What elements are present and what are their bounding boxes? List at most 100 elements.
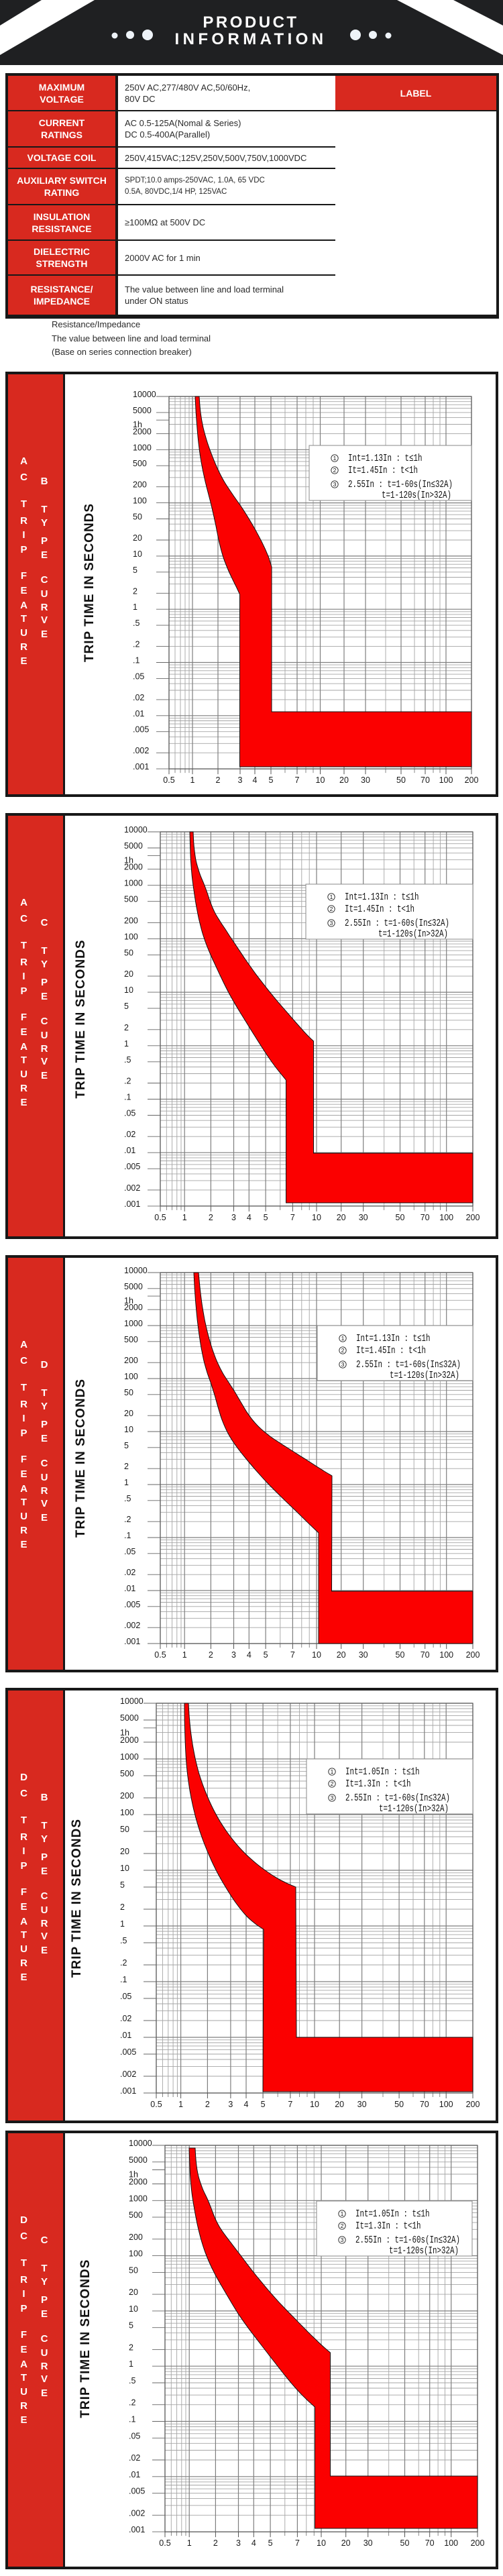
svg-text:Y: Y (41, 517, 48, 529)
svg-text:C: C (41, 917, 48, 928)
svg-text:E: E (41, 2308, 48, 2320)
svg-text:A: A (20, 1339, 27, 1350)
svg-text:U: U (41, 1030, 48, 1041)
svg-text:V: V (41, 614, 48, 626)
svg-text:5: 5 (124, 1002, 129, 1011)
svg-text:3: 3 (341, 2237, 344, 2243)
svg-text:U: U (20, 1069, 27, 1080)
svg-text:Int=1.05In : t≤1h: Int=1.05In : t≤1h (355, 2208, 430, 2220)
svg-text:1: 1 (133, 602, 137, 612)
svg-text:P: P (20, 544, 27, 555)
svg-text:10: 10 (312, 1213, 321, 1222)
svg-text:C: C (20, 1355, 27, 1366)
svg-text:4: 4 (247, 1213, 252, 1222)
svg-text:E: E (41, 1866, 48, 1877)
svg-text:7: 7 (288, 2100, 292, 2109)
svg-text:B: B (41, 476, 48, 487)
svg-text:P: P (20, 1860, 27, 1872)
svg-text:70: 70 (421, 1650, 430, 1660)
svg-text:10: 10 (316, 775, 325, 785)
svg-text:.5: .5 (124, 1055, 131, 1065)
svg-text:10: 10 (124, 985, 133, 995)
svg-text:5000: 5000 (133, 406, 152, 415)
svg-text:.2: .2 (124, 1077, 131, 1086)
svg-text:A: A (20, 455, 27, 467)
svg-text:U: U (20, 627, 27, 639)
svg-text:T: T (21, 613, 27, 625)
svg-text:.001: .001 (133, 762, 149, 771)
svg-text:A: A (20, 2359, 27, 2370)
svg-text:B: B (41, 1792, 48, 1803)
svg-text:.1: .1 (133, 656, 139, 665)
svg-text:1: 1 (178, 2100, 183, 2109)
svg-text:2.55In : t=1-60s(In≤32A): 2.55In : t=1-60s(In≤32A) (356, 1359, 461, 1371)
svg-text:2: 2 (205, 2100, 210, 2109)
svg-text:.02: .02 (124, 1568, 135, 1577)
svg-text:2: 2 (213, 2538, 218, 2548)
svg-text:2000: 2000 (129, 2178, 148, 2187)
svg-text:V: V (41, 1931, 48, 1942)
svg-text:50: 50 (124, 1388, 133, 1397)
svg-text:50: 50 (129, 2265, 138, 2275)
svg-text:5: 5 (264, 1650, 268, 1660)
svg-text:1: 1 (120, 1919, 125, 1929)
svg-text:0.5: 0.5 (154, 1213, 166, 1222)
svg-text:C: C (41, 1458, 48, 1469)
svg-text:T: T (21, 1382, 27, 1393)
svg-text:Y: Y (41, 1833, 48, 1845)
svg-text:3: 3 (333, 481, 337, 488)
svg-text:.5: .5 (129, 2376, 135, 2385)
svg-text:50: 50 (396, 1213, 405, 1222)
svg-text:.02: .02 (129, 2453, 140, 2463)
svg-text:10: 10 (310, 2100, 319, 2109)
svg-text:R: R (20, 641, 27, 653)
svg-text:7: 7 (295, 775, 300, 785)
svg-text:5: 5 (264, 1213, 268, 1222)
svg-text:t=1-120s(In>32A): t=1-120s(In>32A) (390, 1370, 459, 1381)
svg-text:10000: 10000 (133, 390, 156, 399)
svg-text:3: 3 (341, 1361, 345, 1368)
svg-text:It=1.3In : t<1h: It=1.3In : t<1h (345, 1778, 411, 1790)
svg-text:F: F (21, 2329, 27, 2341)
svg-text:4: 4 (247, 1650, 252, 1660)
svg-text:4: 4 (253, 775, 258, 785)
svg-text:2.55In : t=1-60s(In≤32A): 2.55In : t=1-60s(In≤32A) (345, 1792, 450, 1804)
svg-text:2: 2 (330, 906, 333, 912)
svg-text:R: R (20, 957, 27, 968)
svg-text:.005: .005 (120, 2047, 136, 2057)
svg-text:.001: .001 (124, 1637, 140, 1646)
svg-text:Y: Y (41, 959, 48, 970)
svg-text:R: R (20, 1399, 27, 1410)
svg-text:I: I (22, 971, 25, 982)
svg-text:100: 100 (124, 1372, 138, 1381)
svg-text:10: 10 (133, 549, 142, 559)
svg-text:2: 2 (124, 1462, 129, 1471)
svg-text:t=1-120s(In>32A): t=1-120s(In>32A) (379, 1803, 449, 1815)
svg-text:10: 10 (129, 2304, 138, 2314)
svg-text:1: 1 (182, 1213, 187, 1222)
svg-text:2: 2 (133, 586, 137, 596)
svg-text:R: R (20, 2274, 27, 2286)
svg-text:.005: .005 (124, 1600, 140, 1609)
svg-text:P: P (41, 1851, 48, 1863)
svg-text:20: 20 (339, 775, 349, 785)
svg-text:.2: .2 (129, 2398, 135, 2408)
svg-text:0.5: 0.5 (154, 1650, 166, 1660)
svg-text:.05: .05 (129, 2431, 140, 2440)
svg-text:V: V (41, 2373, 48, 2385)
svg-text:1: 1 (187, 2538, 192, 2548)
svg-text:3: 3 (238, 775, 243, 785)
svg-text:.05: .05 (133, 672, 144, 681)
svg-text:100: 100 (439, 1650, 453, 1660)
svg-text:2: 2 (129, 2343, 133, 2352)
svg-text:200: 200 (466, 1213, 480, 1222)
svg-text:E: E (41, 549, 48, 561)
svg-text:3: 3 (231, 1650, 236, 1660)
svg-text:10000: 10000 (124, 1266, 148, 1275)
svg-text:5: 5 (129, 2321, 133, 2330)
svg-text:E: E (20, 2414, 27, 2426)
svg-text:.5: .5 (120, 1936, 127, 1945)
svg-text:U: U (20, 1943, 27, 1955)
svg-text:C: C (20, 1788, 27, 1799)
svg-text:7: 7 (290, 1213, 295, 1222)
